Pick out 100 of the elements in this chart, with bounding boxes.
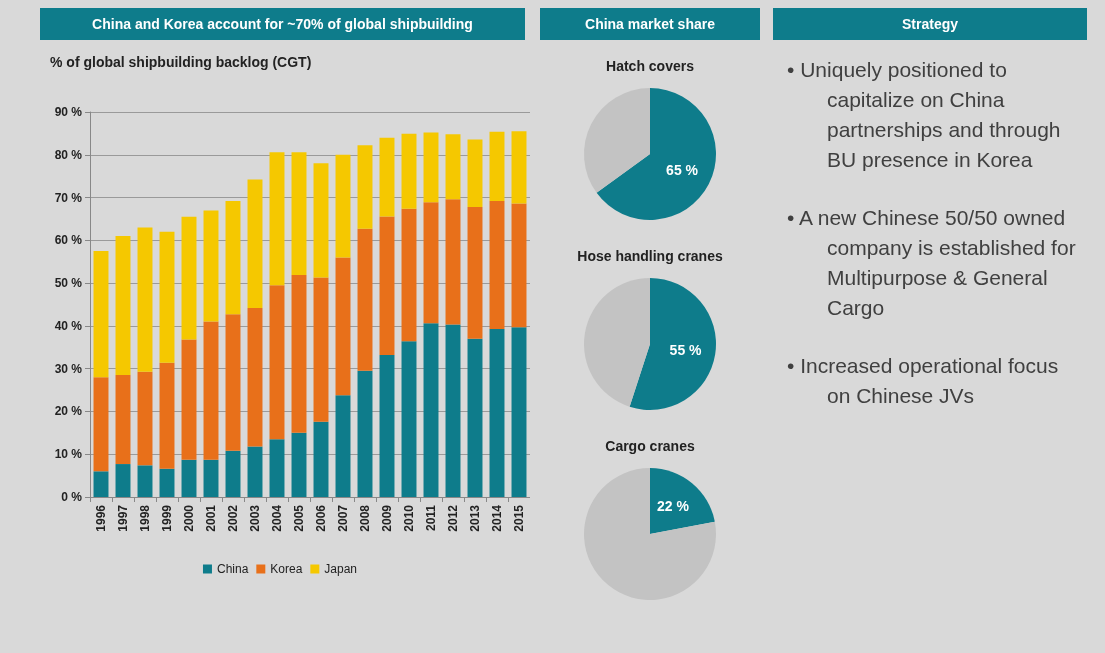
- x-tick-label: 2011: [424, 504, 438, 532]
- chart-subtitle: Hatch covers: [606, 58, 695, 74]
- x-tick-label: 2013: [468, 504, 482, 532]
- bar: [269, 285, 285, 440]
- x-tick-label: 2000: [182, 504, 196, 532]
- bar: [247, 307, 263, 447]
- y-tick-label: 10 %: [54, 447, 83, 462]
- x-tick-label: 1999: [160, 504, 174, 532]
- bar: [489, 131, 505, 201]
- bar: [489, 200, 505, 329]
- legend-label: China: [216, 562, 249, 576]
- bar: [357, 370, 373, 497]
- text: • Increased operational focus on Chinese JVs: [787, 353, 1060, 409]
- x-tick-label: 2001: [204, 504, 218, 532]
- bar: [467, 139, 483, 207]
- x-tick-label: 2012: [446, 504, 460, 532]
- x-tick-label: 2010: [402, 504, 416, 532]
- y-tick-label: 20 %: [54, 404, 83, 419]
- data-label: 65 %: [666, 162, 699, 179]
- y-tick-label: 40 %: [54, 318, 83, 333]
- bar: [423, 323, 439, 497]
- bar: [379, 216, 395, 355]
- bar: [401, 341, 417, 497]
- x-tick-label: 2007: [336, 504, 350, 532]
- bar: [115, 464, 131, 497]
- bar: [511, 131, 527, 204]
- bar: [291, 432, 307, 497]
- y-tick-label: 90 %: [54, 105, 83, 119]
- bar: [291, 274, 307, 433]
- chart-subtitle: % of global shipbuilding backlog (CGT): [50, 54, 312, 70]
- bar: [159, 362, 175, 469]
- x-tick-label: 2005: [292, 504, 306, 532]
- bar: [269, 439, 285, 497]
- x-tick-label: 2003: [248, 504, 262, 532]
- chart-title: Cargo cranes: [605, 438, 695, 454]
- bar: [489, 328, 505, 497]
- bar: [445, 324, 461, 497]
- bar: [511, 327, 527, 497]
- bar: [137, 227, 153, 372]
- bar: [401, 133, 417, 209]
- bar: [313, 163, 329, 278]
- x-tick-label: 1996: [94, 504, 108, 532]
- bar: [445, 199, 461, 325]
- x-tick-label: 2015: [512, 504, 526, 532]
- bar: [379, 137, 395, 217]
- bar: [357, 228, 373, 371]
- chart-title: Hose handling cranes: [577, 248, 723, 264]
- y-tick-label: 50 %: [54, 276, 83, 291]
- x-tick-label: 1997: [116, 504, 130, 532]
- x-tick-label: 2008: [358, 504, 372, 532]
- x-tick-label: 2014: [490, 504, 504, 532]
- bar: [225, 314, 241, 451]
- bar: [423, 202, 439, 324]
- chart-title: China market share: [540, 8, 760, 40]
- y-tick-label: 0 %: [61, 490, 83, 504]
- bar: [115, 236, 131, 376]
- bar: [247, 446, 263, 497]
- text: • A new Chinese 50/50 owned company is established for Multipurpose & General Cargo: [787, 205, 1077, 321]
- y-tick-label: 30 %: [54, 361, 83, 376]
- data-label: 22 %: [656, 498, 690, 515]
- bar: [181, 459, 197, 497]
- bar: [247, 179, 263, 308]
- data-label: 55 %: [669, 341, 703, 358]
- bar: [137, 465, 153, 497]
- bar: [93, 471, 109, 497]
- bar: [159, 468, 175, 497]
- bar: [401, 208, 417, 342]
- bar: [467, 338, 483, 497]
- text: Strategy: [773, 8, 1087, 40]
- bar: [93, 251, 109, 378]
- bar: [203, 321, 219, 460]
- chart-title: China and Korea account for ~70% of global shipbuilding: [40, 8, 525, 40]
- bar: [269, 152, 285, 286]
- bar: [335, 395, 351, 497]
- bar: [313, 277, 329, 422]
- y-tick-label: 60 %: [54, 233, 83, 248]
- x-tick-label: 2002: [226, 504, 240, 532]
- legend-label: Korea: [270, 562, 303, 576]
- y-tick-label: 70 %: [54, 190, 83, 205]
- bar: [335, 154, 351, 258]
- bar: [225, 200, 241, 315]
- text: • Uniquely positioned to capitalize on China partnerships and through BU presence in Korea: [787, 57, 1062, 173]
- bar: [335, 257, 351, 396]
- bar: [203, 459, 219, 497]
- bar: [225, 450, 241, 497]
- bar: [379, 354, 395, 497]
- bar: [511, 203, 527, 328]
- bar: [291, 152, 307, 275]
- legend-label: Japan: [324, 562, 358, 576]
- bar: [93, 377, 109, 472]
- bar: [313, 421, 329, 497]
- x-tick-label: 1998: [138, 504, 152, 532]
- x-tick-label: 2009: [380, 504, 394, 532]
- x-tick-label: 2004: [270, 504, 284, 532]
- bar: [445, 134, 461, 200]
- bar: [467, 206, 483, 339]
- y-tick-label: 80 %: [54, 147, 83, 162]
- bar: [181, 339, 197, 460]
- bar: [181, 216, 197, 340]
- bar: [357, 145, 373, 229]
